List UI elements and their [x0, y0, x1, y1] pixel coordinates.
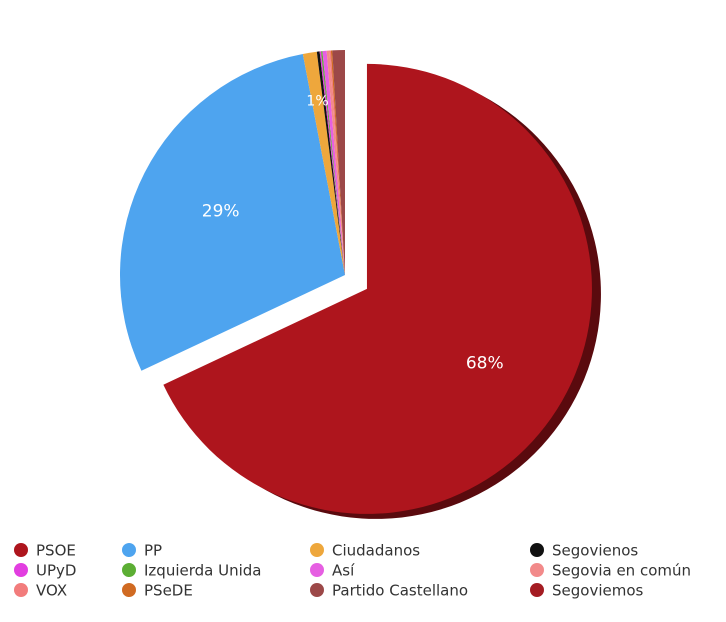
legend-label: UPyD	[36, 562, 76, 580]
legend-swatch	[122, 543, 136, 557]
legend-label: Segoviemos	[552, 582, 644, 600]
legend-swatch	[310, 583, 324, 597]
slice	[319, 51, 345, 276]
data-label: 68%	[466, 354, 504, 374]
legend-label: PSOE	[36, 542, 76, 560]
legend-swatch	[310, 563, 324, 577]
legend-swatch	[530, 583, 544, 597]
legend-swatch	[310, 543, 324, 557]
legend-label: PSeDE	[144, 582, 193, 600]
legend-swatch	[122, 563, 136, 577]
data-label: 29%	[202, 202, 240, 222]
slice	[322, 50, 345, 275]
data-label: 1%	[306, 94, 328, 110]
slice	[321, 51, 345, 276]
legend-swatch	[122, 583, 136, 597]
slice	[330, 50, 345, 275]
legend-label: Partido Castellano	[332, 582, 468, 600]
slice	[119, 53, 345, 371]
legend-label: Así	[332, 562, 355, 580]
legend-label: PP	[144, 542, 162, 560]
slice	[329, 50, 345, 275]
legend-swatch	[14, 583, 28, 597]
legend-swatch	[530, 563, 544, 577]
legend-label: Segovienos	[552, 542, 638, 560]
legend-label: VOX	[36, 582, 67, 600]
slice	[326, 50, 345, 275]
legend-label: Segovia en común	[552, 562, 691, 580]
slice	[332, 50, 345, 275]
legend-label: Izquierda Unida	[144, 562, 261, 580]
legend-swatch	[530, 543, 544, 557]
legend-swatch	[14, 543, 28, 557]
slice	[316, 51, 345, 275]
legend-swatch	[14, 563, 28, 577]
slice	[163, 63, 592, 514]
slice	[302, 51, 345, 275]
legend-label: Ciudadanos	[332, 542, 420, 560]
